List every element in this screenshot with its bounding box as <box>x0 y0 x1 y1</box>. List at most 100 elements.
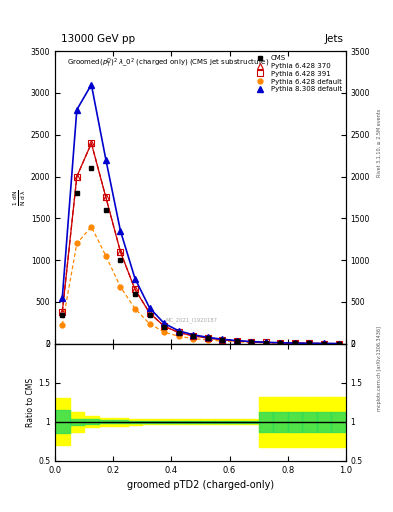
CMS <box>133 290 138 296</box>
Pythia 8.308 default <box>75 106 79 113</box>
Pythia 8.308 default <box>118 228 123 234</box>
Pythia 6.428 391 <box>89 140 94 146</box>
Pythia 8.308 default <box>191 332 196 338</box>
Pythia 8.308 default <box>336 340 341 347</box>
Pythia 6.428 default <box>162 329 167 335</box>
CMS <box>292 340 297 346</box>
Pythia 6.428 391 <box>206 335 210 341</box>
Pythia 6.428 default <box>176 333 181 339</box>
Pythia 8.308 default <box>176 328 181 334</box>
Pythia 8.308 default <box>162 320 167 326</box>
Pythia 6.428 391 <box>220 337 225 343</box>
Pythia 6.428 370 <box>75 174 79 180</box>
Pythia 6.428 default <box>322 340 327 347</box>
CMS <box>118 257 123 263</box>
CMS <box>191 333 196 339</box>
Pythia 6.428 default <box>118 284 123 290</box>
Text: Groomed$(p_T^D)^2\,\lambda\_0^2$ (charged only) (CMS jet substructure): Groomed$(p_T^D)^2\,\lambda\_0^2$ (charge… <box>67 57 269 70</box>
Text: 13000 GeV pp: 13000 GeV pp <box>61 33 135 44</box>
Pythia 6.428 391 <box>104 195 108 201</box>
Line: CMS: CMS <box>60 166 341 346</box>
Line: Pythia 6.428 391: Pythia 6.428 391 <box>59 140 342 347</box>
Line: Pythia 6.428 default: Pythia 6.428 default <box>60 224 341 346</box>
Text: Jets: Jets <box>325 33 344 44</box>
CMS <box>60 311 64 317</box>
Line: Pythia 6.428 370: Pythia 6.428 370 <box>59 140 342 347</box>
Pythia 6.428 391 <box>263 339 268 346</box>
Pythia 8.308 default <box>220 336 225 343</box>
Pythia 6.428 default <box>191 335 196 342</box>
Pythia 8.308 default <box>307 340 312 346</box>
Pythia 6.428 default <box>234 339 239 345</box>
Pythia 8.308 default <box>278 339 283 346</box>
Pythia 8.308 default <box>263 339 268 345</box>
Pythia 6.428 default <box>278 340 283 346</box>
CMS <box>75 190 79 197</box>
CMS <box>336 340 341 347</box>
Pythia 6.428 391 <box>278 340 283 346</box>
Pythia 6.428 370 <box>162 323 167 329</box>
Pythia 6.428 370 <box>322 340 327 347</box>
Pythia 6.428 391 <box>75 174 79 180</box>
Pythia 6.428 370 <box>220 337 225 343</box>
Pythia 8.308 default <box>322 340 327 347</box>
Pythia 6.428 391 <box>336 340 341 347</box>
Pythia 6.428 default <box>60 322 64 328</box>
Pythia 6.428 370 <box>336 340 341 347</box>
Pythia 8.308 default <box>104 157 108 163</box>
Pythia 8.308 default <box>249 338 254 345</box>
CMS <box>206 335 210 342</box>
Pythia 8.308 default <box>206 334 210 340</box>
Pythia 6.428 370 <box>191 333 196 339</box>
Pythia 6.428 391 <box>249 339 254 345</box>
CMS <box>278 340 283 346</box>
Pythia 6.428 default <box>133 306 138 312</box>
Pythia 6.428 370 <box>104 195 108 201</box>
Pythia 6.428 370 <box>278 340 283 346</box>
Pythia 6.428 391 <box>234 338 239 344</box>
CMS <box>147 311 152 317</box>
Pythia 6.428 default <box>307 340 312 347</box>
Pythia 6.428 370 <box>133 286 138 292</box>
Pythia 6.428 391 <box>191 333 196 339</box>
Pythia 6.428 370 <box>234 338 239 344</box>
Legend: CMS, Pythia 6.428 370, Pythia 6.428 391, Pythia 6.428 default, Pythia 8.308 defa: CMS, Pythia 6.428 370, Pythia 6.428 391,… <box>250 53 344 94</box>
CMS <box>307 340 312 347</box>
Pythia 6.428 default <box>104 253 108 259</box>
CMS <box>220 337 225 343</box>
CMS <box>249 339 254 345</box>
Pythia 6.428 370 <box>249 339 254 345</box>
Pythia 6.428 370 <box>118 249 123 255</box>
X-axis label: groomed pTD2 (charged-only): groomed pTD2 (charged-only) <box>127 480 274 490</box>
Pythia 6.428 370 <box>89 140 94 146</box>
Pythia 6.428 391 <box>133 286 138 292</box>
CMS <box>162 324 167 330</box>
CMS <box>176 330 181 336</box>
Pythia 6.428 default <box>292 340 297 347</box>
Pythia 8.308 default <box>133 275 138 282</box>
Pythia 6.428 391 <box>147 310 152 316</box>
Pythia 8.308 default <box>292 340 297 346</box>
Pythia 6.428 370 <box>307 340 312 347</box>
Pythia 6.428 default <box>249 339 254 346</box>
CMS <box>104 207 108 213</box>
Pythia 6.428 default <box>89 224 94 230</box>
Pythia 8.308 default <box>147 305 152 311</box>
Pythia 8.308 default <box>60 295 64 301</box>
Pythia 6.428 391 <box>60 309 64 315</box>
Y-axis label: Ratio to CMS: Ratio to CMS <box>26 378 35 427</box>
CMS <box>263 339 268 346</box>
Line: Pythia 8.308 default: Pythia 8.308 default <box>59 82 342 346</box>
Pythia 6.428 370 <box>60 309 64 315</box>
Pythia 6.428 391 <box>322 340 327 347</box>
Pythia 6.428 default <box>336 340 341 347</box>
CMS <box>234 338 239 344</box>
Pythia 6.428 391 <box>176 329 181 335</box>
Pythia 6.428 370 <box>206 335 210 341</box>
Pythia 6.428 370 <box>263 339 268 346</box>
Pythia 6.428 default <box>75 241 79 247</box>
Text: mcplots.cern.ch [arXiv:1306.3436]: mcplots.cern.ch [arXiv:1306.3436] <box>377 326 382 411</box>
Pythia 8.308 default <box>234 337 239 344</box>
Y-axis label: $\mathregular{\frac{1}{N}\,\frac{dN}{d\,\lambda}}$: $\mathregular{\frac{1}{N}\,\frac{dN}{d\,… <box>11 189 28 206</box>
Pythia 6.428 370 <box>292 340 297 346</box>
